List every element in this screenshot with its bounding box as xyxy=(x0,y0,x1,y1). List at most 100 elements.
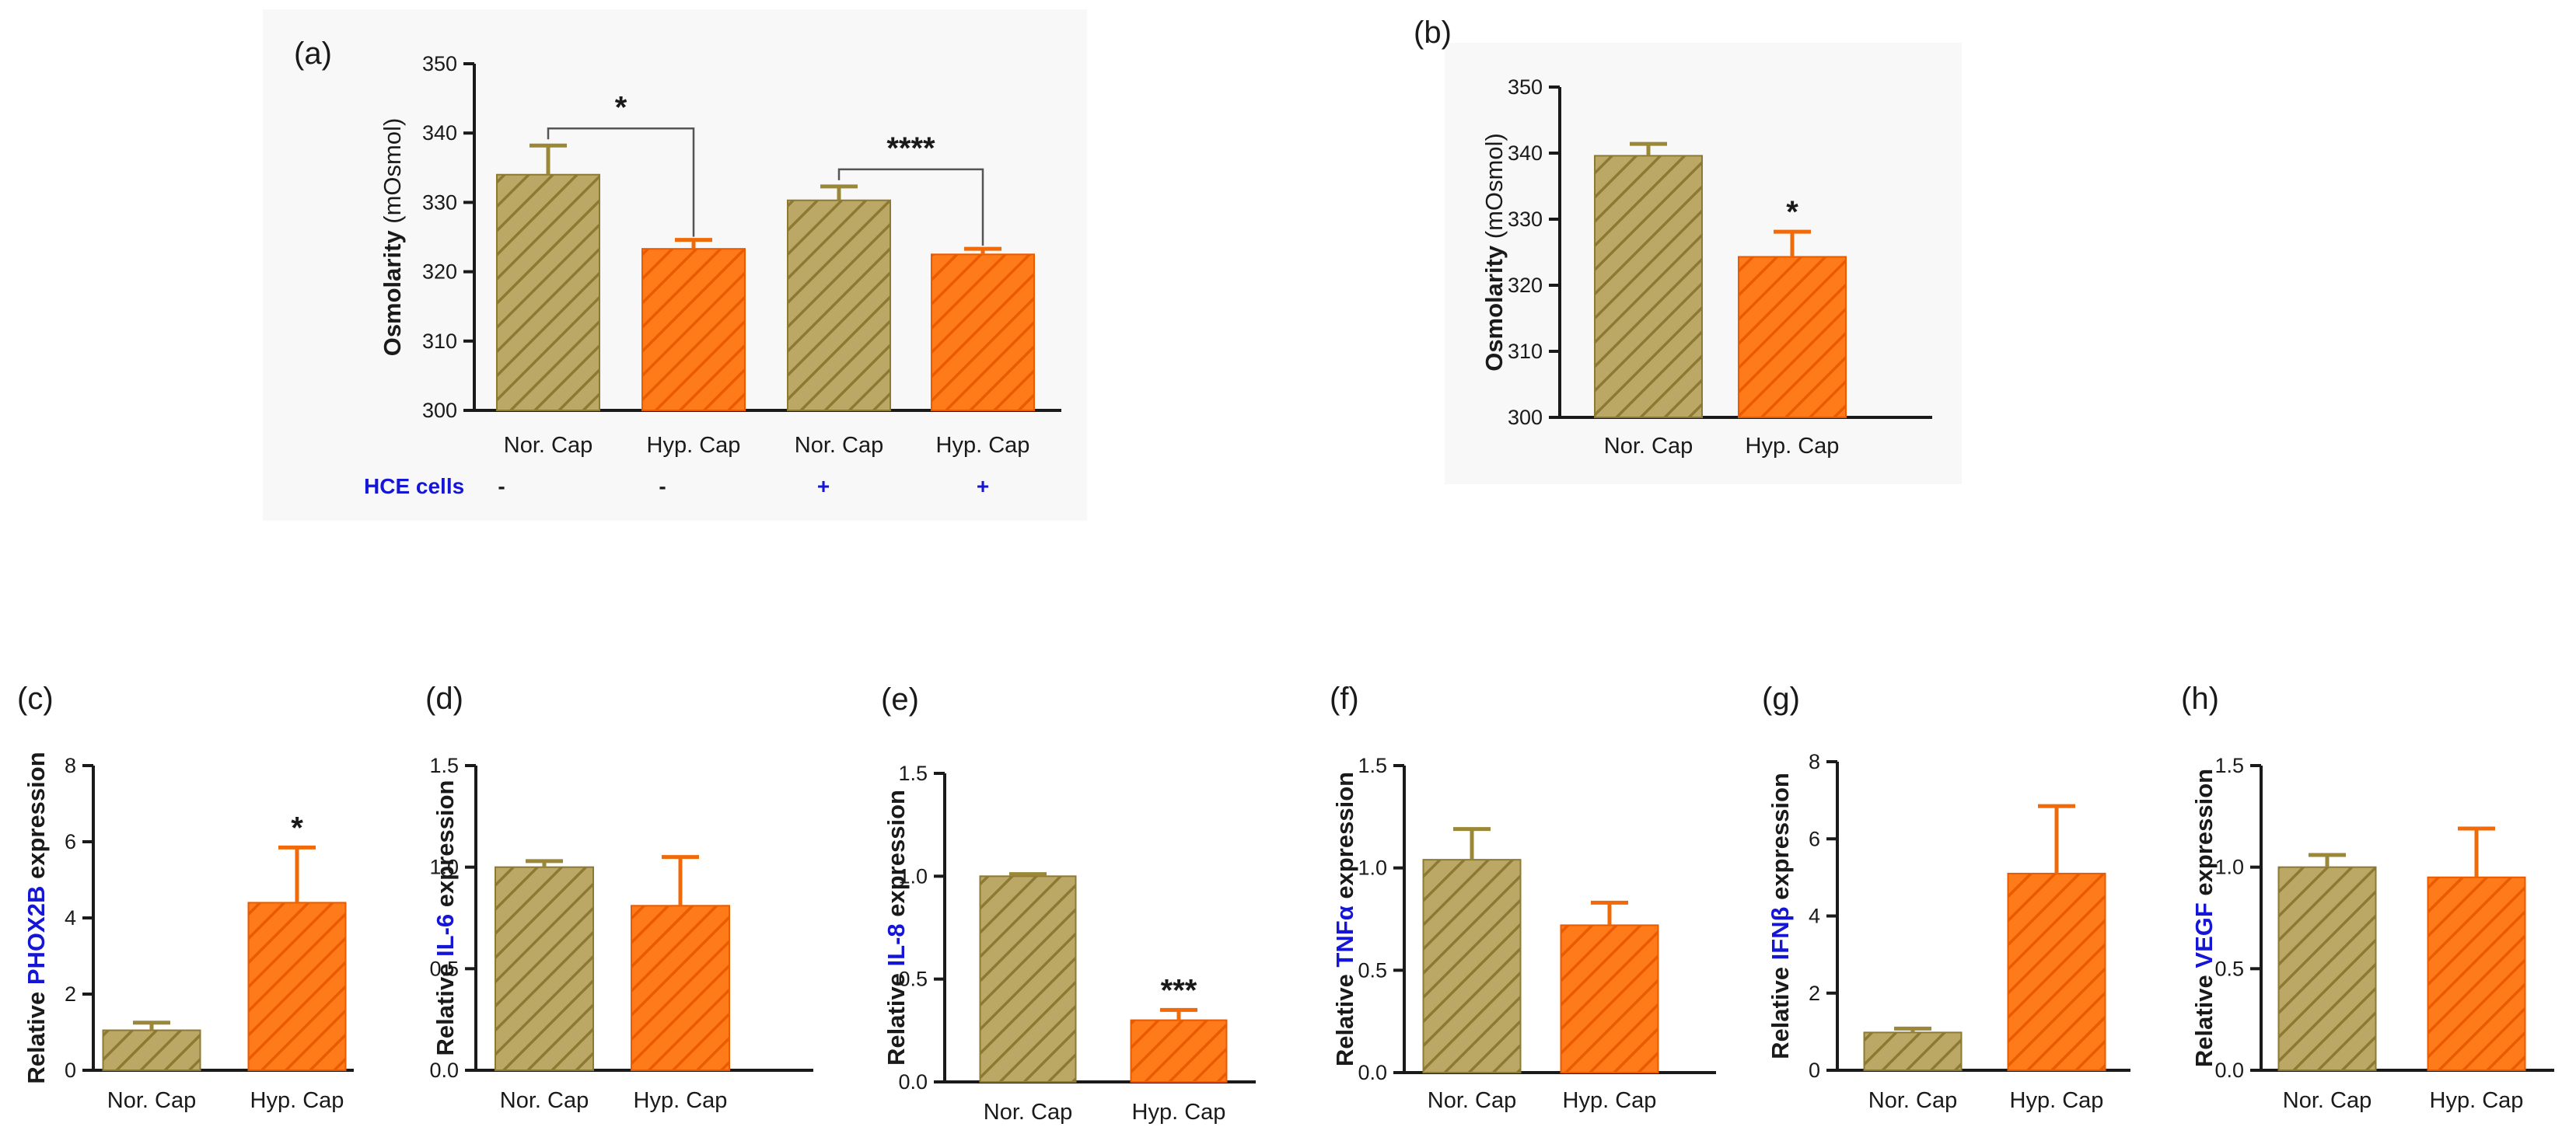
y-tick-label: 6 xyxy=(65,830,76,853)
significance-marker: * xyxy=(1786,195,1798,229)
y-axis-label: Osmolarity (mOsmol) xyxy=(379,118,406,357)
y-axis-label: Relative IL-8 expression xyxy=(883,790,910,1066)
bar-e-2 xyxy=(1130,1019,1228,1083)
bar-d-2 xyxy=(631,905,730,1071)
y-tick-label: 1.5 xyxy=(429,754,459,777)
error-bar-g-2 xyxy=(2038,804,2075,874)
x-category-label: Hyp. Cap xyxy=(1563,1088,1657,1113)
condition-label: HCE cells xyxy=(364,474,464,498)
significance-bracket xyxy=(547,127,695,237)
y-tick-label: 0.5 xyxy=(1358,958,1387,982)
bar-a-1 xyxy=(496,173,600,411)
y-tick-label: 0.0 xyxy=(898,1070,928,1094)
error-bar-a-4 xyxy=(964,246,1001,255)
y-tick-label: 2 xyxy=(65,982,76,1006)
y-axis-label: Relative IL-6 expression xyxy=(432,780,459,1056)
y-tick-label: 0.5 xyxy=(2214,957,2244,980)
y-tick-label: 300 xyxy=(422,399,457,422)
x-category-label: Nor. Cap xyxy=(1428,1088,1516,1113)
y-tick-label: 2 xyxy=(1809,982,1820,1005)
y-tick-label: 1.0 xyxy=(2214,856,2244,879)
y-tick-label: 330 xyxy=(1508,208,1543,231)
y-tick-label: 0.0 xyxy=(1358,1061,1387,1084)
x-category-label: Nor. Cap xyxy=(795,433,883,458)
error-bar-f-1 xyxy=(1453,827,1491,860)
bar-d-1 xyxy=(495,866,594,1071)
bar-e-1 xyxy=(979,875,1077,1083)
x-category-label: Nor. Cap xyxy=(107,1088,196,1113)
y-tick-label: 1.0 xyxy=(898,864,928,888)
y-tick-label: 8 xyxy=(65,754,76,777)
y-tick-label: 1.0 xyxy=(429,856,459,879)
error-bar-d-2 xyxy=(662,855,699,906)
condition-value: - xyxy=(498,474,505,498)
y-axis-label: Relative VEGF expression xyxy=(2190,769,2218,1067)
bar-g-2 xyxy=(2007,872,2106,1071)
y-tick-label: 1.5 xyxy=(2214,754,2244,777)
error-bar-d-1 xyxy=(526,859,563,867)
error-bar-b-1 xyxy=(1630,141,1667,156)
panel-label: (f) xyxy=(1330,682,1359,716)
y-tick-label: 1.5 xyxy=(1358,754,1387,777)
error-bar-a-2 xyxy=(675,238,712,249)
significance-marker: * xyxy=(615,90,627,124)
bar-h-2 xyxy=(2427,876,2526,1071)
y-axis-label: Relative TNFα expression xyxy=(1331,772,1358,1066)
y-tick-label: 1.5 xyxy=(898,762,928,785)
bar-g-1 xyxy=(1863,1031,1963,1072)
y-tick-label: 0 xyxy=(65,1059,76,1082)
x-category-label: Hyp. Cap xyxy=(2430,1088,2524,1113)
x-category-label: Hyp. Cap xyxy=(1132,1100,1226,1125)
bar-f-1 xyxy=(1422,859,1522,1073)
significance-bracket xyxy=(837,168,984,246)
panel-background xyxy=(1445,43,1962,484)
y-tick-label: 350 xyxy=(1508,75,1543,99)
y-axis-label: Relative IFNβ expression xyxy=(1767,773,1794,1059)
panel-label: (d) xyxy=(425,682,463,716)
error-bar-g-1 xyxy=(1894,1026,1931,1033)
y-tick-label: 1.0 xyxy=(1358,857,1387,880)
x-category-label: Nor. Cap xyxy=(504,433,592,458)
chart-panels: (a) 300 310 320 330 340 350 Osmolarity (mOsmol)… xyxy=(17,9,2554,1125)
x-category-label: Hyp. Cap xyxy=(2010,1088,2104,1113)
chart-panel-a: (a) 300 310 320 330 340 350 Osmolarity (mOsmol)… xyxy=(263,9,1087,521)
chart-panel-e: (e) 0.0 0.5 1.0 1.5 Relative IL-8 expression N… xyxy=(881,682,1256,1125)
y-tick-label: 350 xyxy=(422,52,457,75)
y-tick-label: 320 xyxy=(1508,274,1543,297)
y-tick-label: 310 xyxy=(422,330,457,353)
error-bar-b-2 xyxy=(1774,229,1811,257)
error-bar-c-1 xyxy=(133,1021,170,1031)
y-tick-label: 340 xyxy=(1508,141,1543,165)
x-category-label: Hyp. Cap xyxy=(1746,434,1840,459)
chart-panel-c: (c) 0 2 4 6 8 Relative PHOX2B expression Nor. C… xyxy=(17,682,354,1113)
y-tick-label: 0.5 xyxy=(429,957,459,980)
significance-marker: **** xyxy=(886,131,935,166)
panel-label: (c) xyxy=(17,682,54,716)
error-bar-h-1 xyxy=(2309,853,2346,867)
error-bar-e-1 xyxy=(1009,872,1047,877)
bar-a-3 xyxy=(787,199,891,411)
chart-panel-d: (d) 0.0 0.5 1.0 1.5 Relative IL-6 expression N… xyxy=(425,682,813,1113)
condition-value: - xyxy=(659,474,666,498)
y-tick-label: 0 xyxy=(1809,1059,1820,1082)
y-tick-label: 0.5 xyxy=(898,968,928,991)
bar-b-1 xyxy=(1594,155,1703,418)
error-bar-c-2 xyxy=(278,845,316,903)
y-axis-label: Osmolarity (mOsmol) xyxy=(1480,133,1508,372)
x-category-label: Hyp. Cap xyxy=(936,433,1030,458)
error-bar-h-2 xyxy=(2458,826,2495,878)
condition-value: + xyxy=(817,474,830,498)
y-tick-label: 0.0 xyxy=(2214,1059,2244,1082)
x-category-label: Nor. Cap xyxy=(1868,1088,1957,1113)
x-category-label: Hyp. Cap xyxy=(634,1088,728,1113)
bar-f-2 xyxy=(1560,924,1659,1074)
bar-c-2 xyxy=(247,902,347,1072)
x-category-label: Nor. Cap xyxy=(1604,434,1693,459)
bar-b-2 xyxy=(1738,256,1847,419)
bar-h-1 xyxy=(2277,866,2377,1071)
x-category-label: Nor. Cap xyxy=(2283,1088,2372,1113)
panel-label: (e) xyxy=(881,682,919,717)
bar-a-2 xyxy=(641,248,746,411)
